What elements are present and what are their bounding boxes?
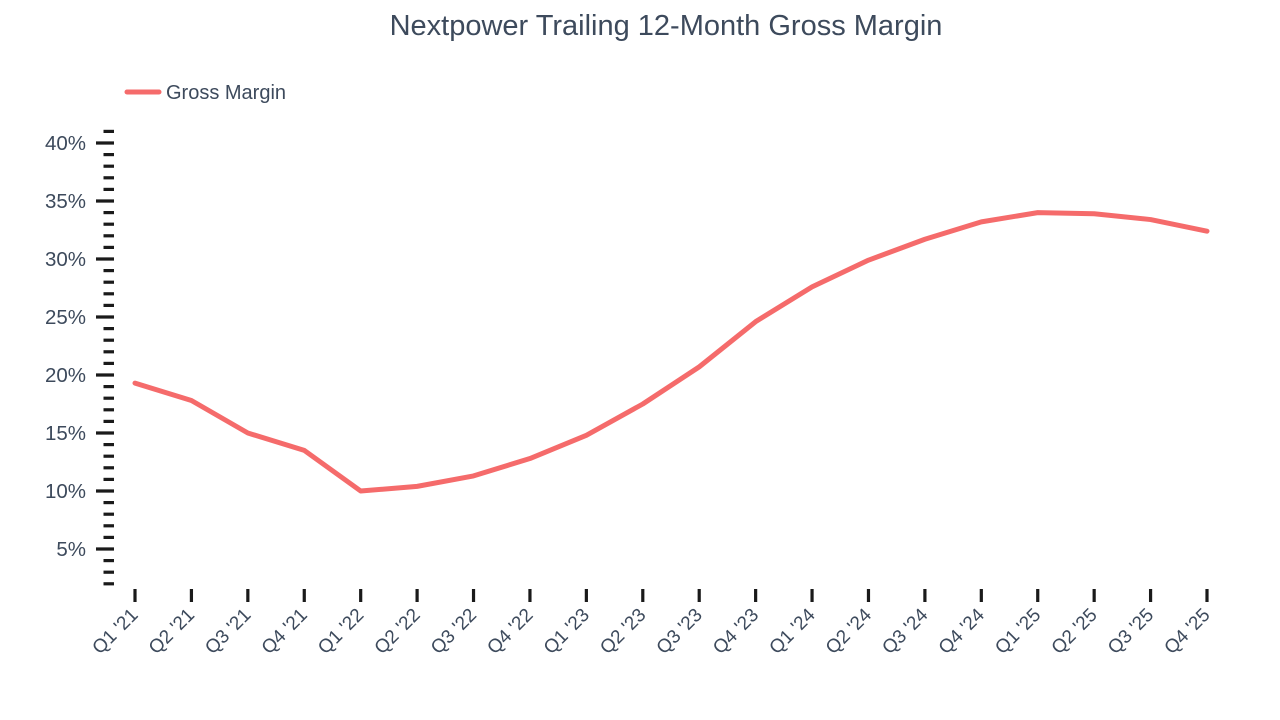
x-tick-label: Q4 '23 bbox=[709, 605, 763, 659]
x-tick-label: Q4 '21 bbox=[258, 605, 312, 659]
y-tick-label: 25% bbox=[45, 306, 86, 329]
x-tick-label: Q1 '21 bbox=[89, 605, 143, 659]
y-tick-label: 5% bbox=[56, 538, 86, 561]
y-axis: 5% 10% 15% 20% 25% 30% 35% 40% bbox=[45, 129, 114, 586]
y-tick-label: 10% bbox=[45, 480, 86, 503]
legend-item-label: Gross Margin bbox=[166, 82, 286, 104]
x-tick-label: Q1 '22 bbox=[314, 605, 368, 659]
x-tick-label: Q2 '22 bbox=[371, 605, 425, 659]
x-tick-label: Q2 '23 bbox=[596, 605, 650, 659]
x-axis: Q1 '21 Q2 '21 Q3 '21 Q4 '21 Q1 '22 Q2 '22 Q3 '… bbox=[89, 589, 1215, 659]
y-tick-label: 20% bbox=[45, 364, 86, 387]
y-tick-label: 35% bbox=[45, 190, 86, 213]
x-tick-label: Q1 '25 bbox=[991, 605, 1045, 659]
x-tick-label: Q3 '24 bbox=[878, 604, 932, 658]
y-tick-label: 30% bbox=[45, 248, 86, 271]
x-tick-label: Q3 '23 bbox=[653, 605, 707, 659]
x-tick-label: Q1 '24 bbox=[766, 604, 820, 658]
x-tick-label: Q2 '21 bbox=[145, 605, 199, 659]
x-tick-label: Q4 '22 bbox=[483, 605, 537, 659]
x-tick-label: Q4 '24 bbox=[935, 604, 989, 658]
legend[interactable]: Gross Margin bbox=[124, 82, 286, 104]
x-tick-label: Q2 '24 bbox=[822, 604, 876, 658]
x-tick-label: Q3 '22 bbox=[427, 605, 481, 659]
y-tick-label: 40% bbox=[45, 132, 86, 155]
x-tick-label: Q4 '25 bbox=[1161, 605, 1215, 659]
x-tick-label: Q3 '25 bbox=[1104, 605, 1158, 659]
x-tick-label: Q3 '21 bbox=[201, 605, 255, 659]
series-line-group bbox=[132, 210, 1210, 494]
x-tick-label: Q1 '23 bbox=[540, 605, 594, 659]
chart-title: Nextpower Trailing 12-Month Gross Margin bbox=[390, 10, 943, 42]
x-tick-label: Q2 '25 bbox=[1048, 605, 1102, 659]
gross-margin-line bbox=[132, 210, 1210, 494]
y-tick-label: 15% bbox=[45, 422, 86, 445]
